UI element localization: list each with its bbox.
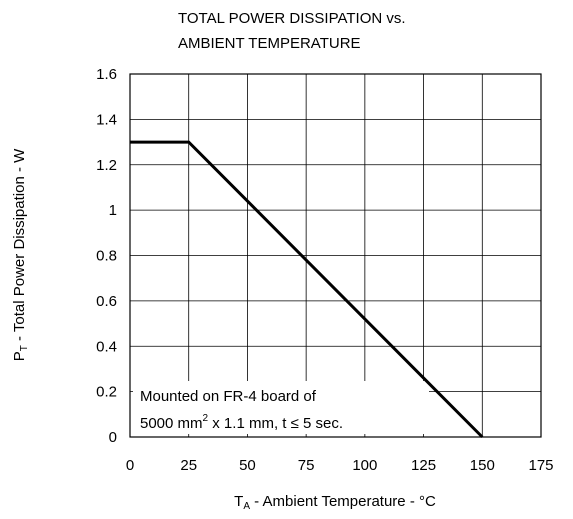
x-tick-label: 25 — [180, 457, 197, 474]
y-label-symbol: P — [11, 351, 28, 361]
annotation: 5000 mm2 x 1.1 mm, t ≤ 5 sec. — [140, 413, 343, 432]
chart-title: AMBIENT TEMPERATURE — [178, 35, 361, 52]
x-tick-label: 175 — [528, 457, 553, 474]
y-tick-label: 0.4 — [96, 338, 117, 355]
y-tick-label: 1.4 — [96, 111, 117, 128]
annotation-text: x 1.1 mm, t ≤ 5 sec. — [208, 415, 343, 432]
chart-title: TOTAL POWER DISSIPATION vs. — [178, 10, 406, 27]
y-tick-label: 0.2 — [96, 384, 117, 401]
x-tick-label: 150 — [470, 457, 495, 474]
y-axis-label: PT - Total Power Dissipation - W — [11, 148, 30, 361]
annotation-sup: 2 — [203, 413, 209, 424]
x-tick-label: 50 — [239, 457, 256, 474]
y-label-text: - Total Power Dissipation - W — [11, 148, 28, 345]
plot-border — [129, 73, 542, 438]
x-tick-label: 100 — [352, 457, 377, 474]
y-tick-label: 1.6 — [96, 66, 117, 83]
x-tick-label: 0 — [126, 457, 134, 474]
x-label-sub: A — [243, 501, 250, 512]
annotation-text: 5000 mm — [140, 415, 203, 432]
x-tick-label: 125 — [411, 457, 436, 474]
x-tick-label: 75 — [298, 457, 315, 474]
y-tick-label: 0 — [109, 429, 117, 446]
annotation-box — [133, 381, 429, 434]
y-tick-label: 0.6 — [96, 293, 117, 310]
y-tick-label: 1.2 — [96, 157, 117, 174]
x-label-symbol: T — [234, 493, 243, 510]
data-line — [130, 140, 484, 439]
x-axis-label: TA - Ambient Temperature - °C — [234, 493, 436, 512]
annotation: Mounted on FR-4 board of — [140, 388, 317, 405]
y-tick-label: 0.8 — [96, 248, 117, 265]
x-label-text: - Ambient Temperature - °C — [250, 493, 436, 510]
y-tick-label: 1 — [109, 202, 117, 219]
y-label-sub: T — [19, 345, 30, 351]
